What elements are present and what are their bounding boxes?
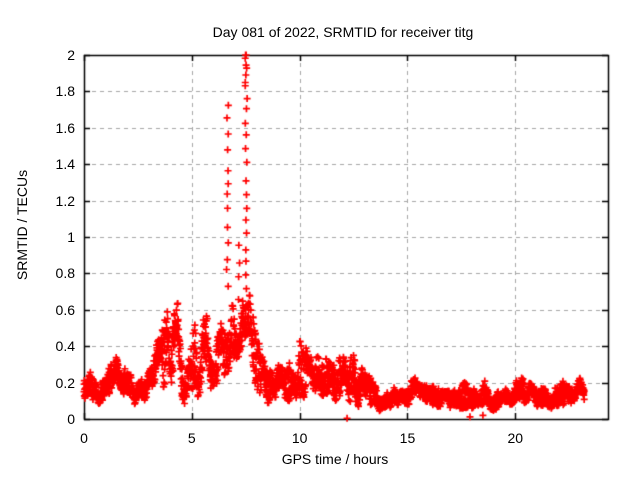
x-tick-label: 20 — [507, 430, 524, 446]
y-tick-label: 0.2 — [55, 374, 75, 391]
y-tick-label: 0.8 — [55, 265, 75, 282]
x-tick-label: 10 — [291, 430, 308, 446]
y-axis-label: SRMTID / TECUs — [14, 169, 30, 281]
y-tick-label: 0.4 — [55, 338, 75, 355]
y-tick-label: 1.2 — [55, 192, 75, 209]
x-tick-label: 15 — [399, 430, 416, 446]
chart-title: Day 081 of 2022, SRMTID for receiver tit… — [212, 24, 474, 40]
y-tick-label: 1.4 — [55, 156, 75, 173]
x-axis-label: GPS time / hours — [281, 451, 389, 467]
y-tick-label: 1 — [67, 229, 75, 245]
x-tick-label: 0 — [80, 430, 88, 446]
y-tick-label: 2 — [67, 47, 75, 63]
y-tick-label: 1.8 — [55, 83, 75, 100]
y-tick-label: 0.6 — [55, 301, 75, 318]
y-tick-label: 0 — [67, 411, 75, 427]
x-tick-label: 5 — [187, 430, 196, 446]
y-tick-label: 1.6 — [55, 119, 75, 136]
